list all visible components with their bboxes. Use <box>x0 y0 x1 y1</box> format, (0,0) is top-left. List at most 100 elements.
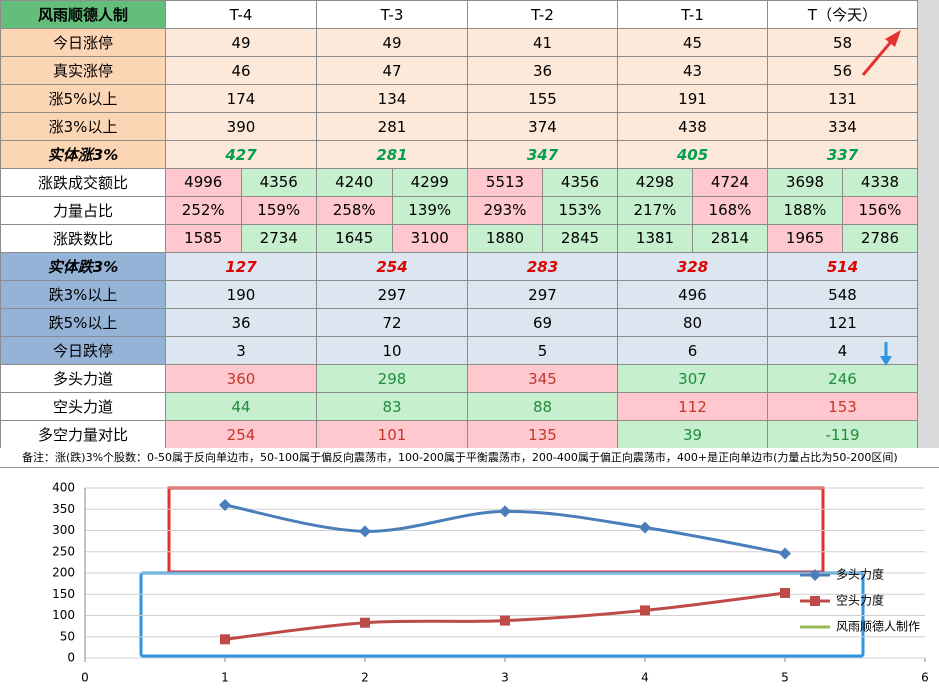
cell: 3 <box>165 336 317 365</box>
pair: 5513 4356 <box>468 169 617 196</box>
cell: 134 <box>316 84 468 113</box>
x-tick-label: 5 <box>781 671 789 685</box>
pair-cell: 5513 4356 <box>467 168 618 197</box>
cell-value: 188% <box>768 197 842 224</box>
pair-cell: 4996 4356 <box>165 168 317 197</box>
x-tick-label: 2 <box>361 671 369 685</box>
table-row: 涨3%以上 390 281 374 438 334 <box>0 112 918 141</box>
row-label: 多头力道 <box>0 364 166 393</box>
cell: 5 <box>467 336 618 365</box>
cell: 347 <box>467 140 618 169</box>
x-tick-label: 3 <box>501 671 509 685</box>
legend-label: 风雨顺德人制作 <box>836 619 920 634</box>
row-label: 跌5%以上 <box>0 308 166 337</box>
pair-cell: 1645 3100 <box>316 224 468 253</box>
column-header: T（今天） <box>767 0 918 29</box>
cell: 4 <box>767 336 918 365</box>
cell: 121 <box>767 308 918 337</box>
cell-value: 156% <box>842 197 917 224</box>
x-tick-label: 1 <box>221 671 229 685</box>
cell: 246 <box>767 364 918 393</box>
cell: 112 <box>617 392 768 421</box>
chart: 0 50 100 150 200 250 300 350 400 0 1 2 3 4 5 6 多头力度空头力度风… <box>52 481 929 685</box>
cell-value: 5513 <box>468 169 542 196</box>
row-label: 今日跌停 <box>0 336 166 365</box>
pair-cell: 293% 153% <box>467 196 618 225</box>
point <box>810 596 820 606</box>
cell: 88 <box>467 392 618 421</box>
header-row: 风雨顺德人制 T-4 T-3 T-2 T-1 T（今天） <box>0 0 918 29</box>
table-row: 实体跌3% 127 254 283 328 514 <box>0 252 918 281</box>
column-header: T-1 <box>617 0 768 29</box>
cell-value: 4338 <box>842 169 917 196</box>
cell: 334 <box>767 112 918 141</box>
y-tick-label: 400 <box>52 481 75 495</box>
cell: 39 <box>617 420 768 449</box>
cell: 254 <box>316 252 468 281</box>
column-header: T-2 <box>467 0 618 29</box>
cell: 297 <box>316 280 468 309</box>
cell: 131 <box>767 84 918 113</box>
row-label: 多空力量对比 <box>0 420 166 449</box>
pair: 4996 4356 <box>166 169 316 196</box>
cell-value: 1965 <box>768 225 842 252</box>
cell: -119 <box>767 420 918 449</box>
pair: 293% 153% <box>468 197 617 224</box>
cell: 548 <box>767 280 918 309</box>
table-row: 涨跌数比 1585 2734 1645 3100 1880 2845 1381 2814 1965… <box>0 224 918 253</box>
table-row: 涨5%以上 174 134 155 191 131 <box>0 84 918 113</box>
cell: 49 <box>165 28 317 57</box>
table-row: 力量占比 252% 159% 258% 139% 293% 153% 217% 168% 188%… <box>0 196 918 225</box>
pair-cell: 1381 2814 <box>617 224 768 253</box>
point <box>220 634 230 645</box>
cell: 80 <box>617 308 768 337</box>
cell-value: 1585 <box>166 225 241 252</box>
cell: 6 <box>617 336 768 365</box>
row-label: 涨3%以上 <box>0 112 166 141</box>
table-title: 风雨顺德人制 <box>0 0 166 29</box>
x-tick-label: 6 <box>921 671 929 685</box>
cell-value: 1645 <box>317 225 392 252</box>
point <box>809 569 821 581</box>
row-label: 实体涨3% <box>0 140 166 169</box>
point <box>779 547 791 560</box>
y-tick-label: 0 <box>67 651 75 665</box>
cell-value: 4240 <box>317 169 392 196</box>
table-row: 跌5%以上 36 72 69 80 121 <box>0 308 918 337</box>
cell: 69 <box>467 308 618 337</box>
cell: 328 <box>617 252 768 281</box>
cell-value: 258% <box>317 197 392 224</box>
spreadsheet: 风雨顺德人制 T-4 T-3 T-2 T-1 T（今天） 今日涨停 49 49 41 45 58 真实涨… <box>0 0 939 449</box>
row-label: 真实涨停 <box>0 56 166 85</box>
highlight-box <box>139 571 865 658</box>
row-label: 空头力道 <box>0 392 166 421</box>
table-row: 多头力道 360 298 345 307 246 <box>0 364 918 393</box>
cell-value: 4724 <box>692 169 767 196</box>
cell-value: 4299 <box>391 169 467 196</box>
row-label: 实体跌3% <box>0 252 166 281</box>
y-tick-label: 150 <box>52 587 75 601</box>
y-tick-label: 300 <box>52 523 75 537</box>
y-tick-label: 200 <box>52 566 75 580</box>
cell-value: 168% <box>692 197 767 224</box>
table-row: 涨跌成交额比 4996 4356 4240 4299 5513 4356 4298 4724 36… <box>0 168 918 197</box>
point <box>640 605 650 616</box>
point <box>359 525 371 538</box>
cell: 174 <box>165 84 317 113</box>
cell: 43 <box>617 56 768 85</box>
point <box>500 615 510 626</box>
pair: 1645 3100 <box>317 225 467 252</box>
note: 备注：涨(跌)3%个股数：0-50属于反向单边市，50-100属于偏反向震荡市，… <box>0 448 939 468</box>
pair-cell: 3698 4338 <box>767 168 918 197</box>
pair: 1880 2845 <box>468 225 617 252</box>
cell-value: 3698 <box>768 169 842 196</box>
cell: 405 <box>617 140 768 169</box>
pair: 258% 139% <box>317 197 467 224</box>
cell-value: 153% <box>542 197 617 224</box>
column-header: T-4 <box>165 0 317 29</box>
cell-value: 1880 <box>468 225 542 252</box>
cell: 47 <box>316 56 468 85</box>
cell: 427 <box>165 140 317 169</box>
cell-value: 4996 <box>166 169 241 196</box>
cell: 496 <box>617 280 768 309</box>
